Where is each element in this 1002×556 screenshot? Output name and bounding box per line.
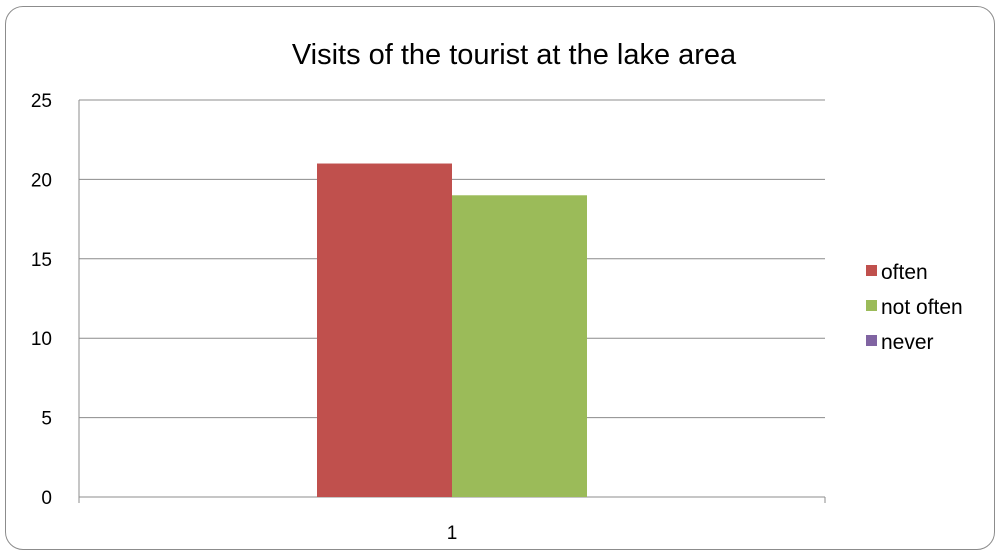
bar-not-often [452, 195, 587, 497]
legend-swatch [866, 265, 877, 276]
chart-title: Visits of the tourist at the lake area [292, 39, 737, 71]
y-tick-label: 20 [31, 170, 52, 191]
y-tick-label: 5 [41, 409, 52, 430]
bar-often [317, 163, 452, 497]
x-tick-label: 1 [447, 523, 458, 544]
legend-swatch [866, 335, 877, 346]
legend-swatch [866, 300, 877, 311]
legend-label: not often [881, 296, 963, 319]
y-tick-label: 10 [31, 329, 52, 350]
legend-label: never [881, 331, 934, 354]
legend: often not often never [866, 261, 963, 354]
y-tick-label: 15 [31, 250, 52, 271]
legend-label: often [881, 261, 928, 284]
y-tick-label: 0 [41, 488, 52, 509]
y-tick-label: 25 [31, 91, 52, 112]
bars [317, 163, 587, 497]
